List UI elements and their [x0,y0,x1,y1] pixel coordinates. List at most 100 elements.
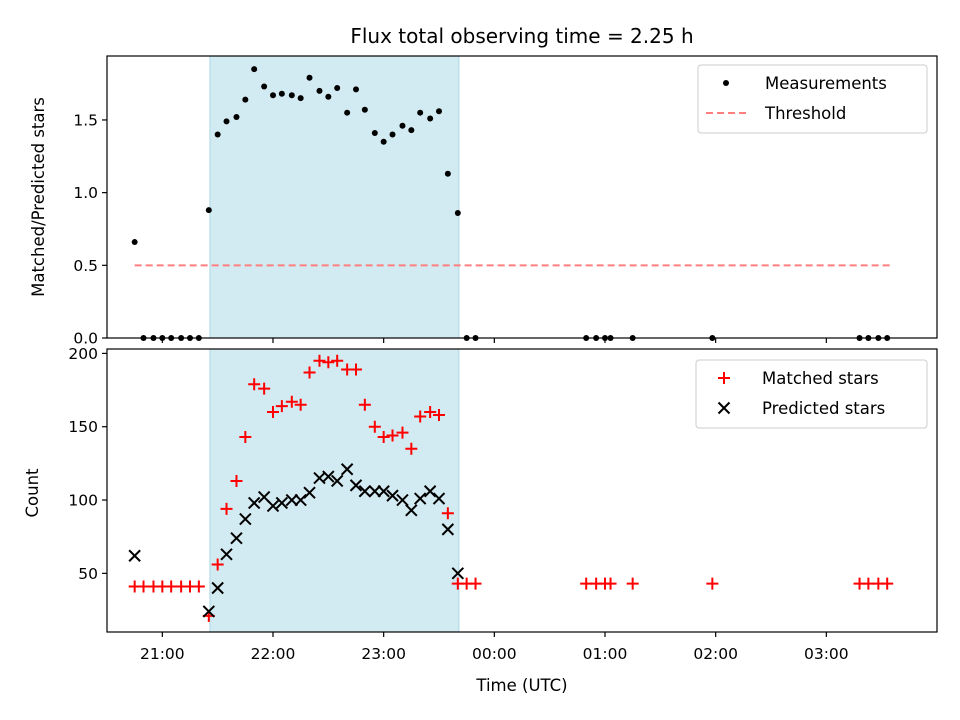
bottom-matched-stars-point [706,577,719,590]
bottom-matched-stars-point [258,382,271,395]
bottom-matched-stars-point [405,442,418,455]
chart-title: Flux total observing time = 2.25 h [350,24,693,48]
top-measurements-point [408,127,415,134]
top-measurements-point [306,74,313,81]
legend-matched-marker [718,372,730,384]
top-y-axis-label: Matched/Predicted stars [29,97,48,297]
top-measurements-point [131,239,138,246]
legend-predicted-marker [717,401,731,415]
bottom-x-tick-label: 21:00 [140,645,185,663]
top-measurements-point [261,83,268,90]
bottom-matched-stars-point [275,400,288,413]
legend-measurements-marker [723,80,729,86]
bottom-predicted-stars-point [202,605,216,618]
bottom-predicted-stars-point [423,485,437,498]
bottom-predicted-stars-point [322,470,335,483]
top-measurements-point [270,92,276,99]
bottom-matched-stars-point [433,408,445,421]
bottom-matched-stars-point [350,363,362,376]
bottom-predicted-stars-point [239,512,252,526]
bottom-matched-stars-point [230,474,243,487]
top-measurements-point [427,115,434,122]
top-measurements-point [344,109,351,116]
top-y-tick-label: 0.5 [73,257,98,275]
bottom-matched-stars-point [322,356,335,369]
bottom-matched-stars-point [358,398,371,411]
bottom-predicted-stars-point [220,548,233,561]
bottom-matched-stars-point [192,580,205,593]
bottom-predicted-stars-point [128,549,141,562]
bottom-predicted-stars-point [247,496,261,510]
bottom-predicted-stars-point [368,485,382,498]
bottom-matched-stars-point [248,378,261,391]
top-legend-label: Threshold [764,104,846,123]
top-measurements-point [380,138,387,145]
top-measurements-point [353,86,359,93]
top-measurements-point [297,95,304,102]
bottom-matched-stars-point [303,366,316,379]
bottom-legend-box [695,359,928,429]
top-measurements-point [444,170,451,177]
bottom-y-tick-label: 50 [78,565,98,583]
top-measurements-point [371,130,378,137]
top-measurements-point [251,66,258,73]
top-measurements-point [417,109,424,116]
bottom-matched-stars-point [396,426,409,439]
top-panel: 0.0 0.5 1.0 1.5 Measurements Threshold [73,55,938,348]
bottom-predicted-stars-point [413,492,427,505]
bottom-matched-stars-point [331,354,344,367]
x-axis-label: Time (UTC) [475,676,567,695]
bottom-matched-stars-point [386,429,399,442]
bottom-legend-label: Predicted stars [762,399,885,418]
bottom-matched-stars-point [414,410,427,423]
bottom-matched-stars-point [424,406,437,419]
bottom-predicted-stars-point [303,486,316,499]
top-measurements-point [399,122,406,129]
bottom-matched-stars-point [441,507,454,520]
bottom-x-tick-label: 03:00 [804,645,849,663]
top-measurements-point [242,96,249,103]
bottom-axes-frame [106,348,938,633]
bottom-predicted-stars-point [285,493,299,507]
bottom-matched-stars-point [604,577,617,590]
top-axes-frame [106,55,938,339]
top-measurements-point [205,207,212,214]
top-measurements-point [278,90,285,97]
top-measurements-point [334,84,341,91]
bottom-matched-stars-point [377,430,390,443]
top-measurements-point [436,108,442,115]
bottom-y-tick-label: 100 [68,492,98,510]
bottom-predicted-stars-point [266,499,280,513]
bottom-shaded-span [209,348,460,633]
top-measurements-point [361,106,368,113]
bottom-predicted-stars-point [275,496,289,510]
bottom-matched-stars-point [285,395,298,408]
bottom-matched-stars-point [368,420,381,433]
bottom-matched-stars-point [626,577,639,590]
top-legend-label: Measurements [765,74,887,93]
bottom-predicted-stars-point [432,492,446,505]
bottom-predicted-stars-point [396,493,409,507]
top-y-tick-label: 0.0 [73,330,98,348]
bottom-predicted-stars-point [349,479,363,492]
bottom-y-tick-label: 150 [68,418,98,436]
bottom-y-tick-label: 200 [68,345,98,363]
bottom-x-tick-label: 02:00 [693,645,738,663]
bottom-matched-stars-point [469,577,482,590]
bottom-predicted-stars-point [441,523,455,536]
bottom-x-tick-label: 22:00 [251,645,296,663]
top-measurements-point [389,131,396,138]
top-legend-box [697,64,928,134]
bottom-predicted-stars-point [340,463,354,476]
bottom-x-tick-label: 00:00 [472,645,517,663]
bottom-panel: 50 100 150 200 21:00 22:00 23:00 00:00 01:00 02:0… [68,345,938,663]
bottom-x-tick-label: 01:00 [583,645,628,663]
bottom-legend-label: Matched stars [762,369,879,388]
top-measurements-point [214,131,221,138]
bottom-matched-stars-point [220,502,233,515]
bottom-predicted-stars-point [230,531,243,545]
bottom-matched-stars-point [294,398,307,411]
bottom-predicted-stars-point [211,581,224,595]
bottom-matched-stars-point [267,406,279,419]
bottom-matched-stars-point [239,430,252,443]
